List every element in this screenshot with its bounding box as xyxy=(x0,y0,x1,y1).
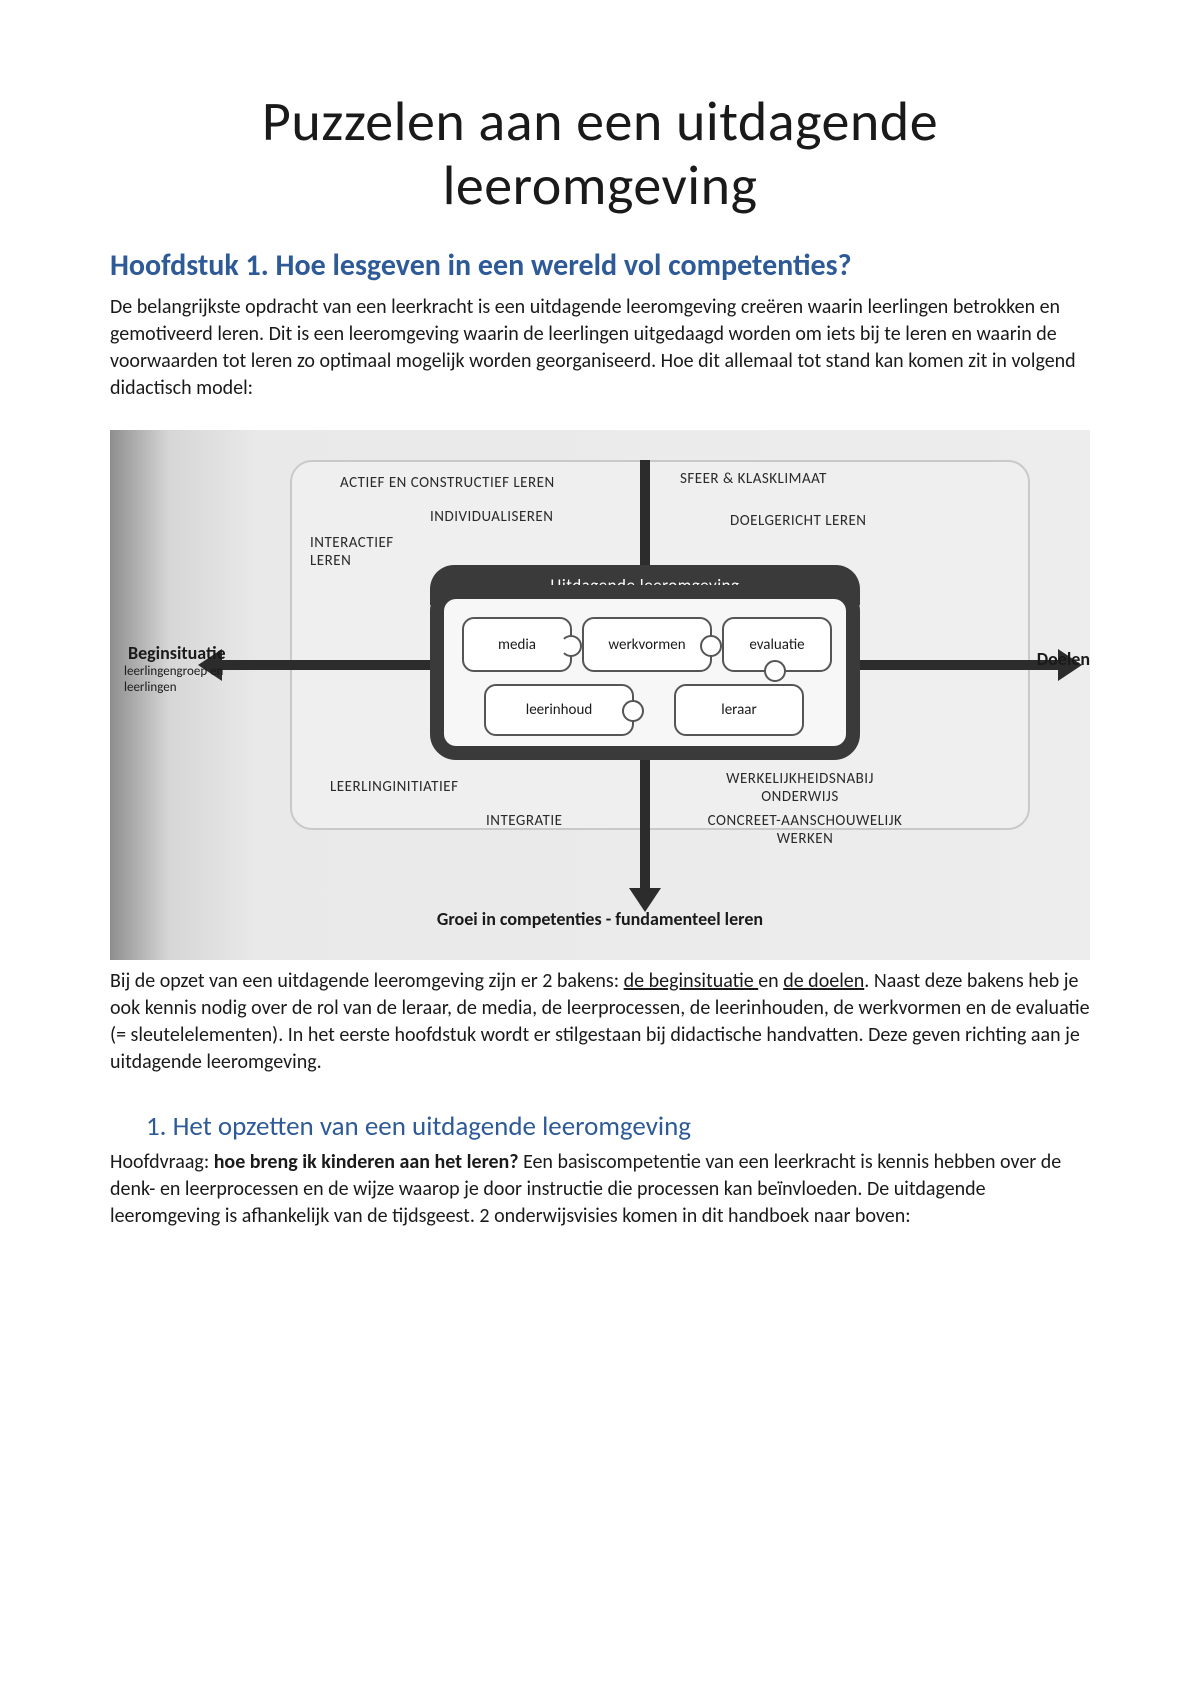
label-concreet-aanschouwelijk: CONCREET-AANSCHOUWELIJK WERKEN xyxy=(690,812,920,848)
left-axis-sub: leerlingengroep en leerlingen xyxy=(124,664,254,695)
post-text-2: en xyxy=(758,969,783,993)
puzzle-leerinhoud-label: leerinhoud xyxy=(526,701,592,719)
page-title: Puzzelen aan een uitdagende leeromgeving xyxy=(110,90,1090,219)
puzzle-media-label: media xyxy=(498,636,536,654)
section-1-heading: 1. Het opzetten van een uitdagende leero… xyxy=(146,1110,1090,1143)
label-individualiseren: INDIVIDUALISEREN xyxy=(430,508,553,526)
puzzle-werkvormen: werkvormen xyxy=(582,617,712,672)
bottom-axis-label: Groei in competenties - fundamenteel ler… xyxy=(110,908,1090,931)
label-sfeer-klasklimaat: SFEER & KLASKLIMAAT xyxy=(680,470,827,488)
puzzle-werkvormen-label: werkvormen xyxy=(608,636,685,654)
label-doelgericht: DOELGERICHT LEREN xyxy=(730,512,866,530)
core-frame: media werkvormen evaluatie leerinhoud le… xyxy=(430,585,860,760)
label-integratie: INTEGRATIE xyxy=(486,812,562,830)
label-leerlinginitiatief: LEERLINGINITIATIEF xyxy=(330,778,458,796)
underline-doelen: de doelen xyxy=(783,969,864,993)
puzzle-evaluatie: evaluatie xyxy=(722,617,832,672)
section-1-paragraph: Hoofdvraag: hoe breng ik kinderen aan he… xyxy=(110,1149,1090,1230)
chapter-heading: Hoofdstuk 1. Hoe lesgeven in een wereld … xyxy=(110,247,1090,285)
label-werkelijkheidsnabij: WERKELIJKHEIDSNABIJ ONDERWIJS xyxy=(700,770,900,806)
label-actief-constructief: ACTIEF EN CONSTRUCTIEF LEREN xyxy=(340,474,555,492)
post-diagram-paragraph: Bij de opzet van een uitdagende leeromge… xyxy=(110,968,1090,1076)
bottom-axis-text: Groei in competenties - fundamenteel ler… xyxy=(437,908,763,930)
label-interactief-leren: INTERACTIEF LEREN xyxy=(310,534,410,570)
left-axis-label: Beginsituatie xyxy=(128,642,226,664)
didactic-model-diagram: Uitdagende leeromgeving media werkvormen… xyxy=(110,430,1090,960)
puzzle-media: media xyxy=(462,617,572,672)
puzzle-evaluatie-label: evaluatie xyxy=(749,636,804,654)
section1-bold: hoe breng ik kinderen aan het leren? xyxy=(214,1150,519,1174)
right-axis-label: Doelen xyxy=(1037,648,1090,670)
puzzle-leraar: leraar xyxy=(674,684,804,736)
underline-beginsituatie: de beginsituatie xyxy=(624,969,759,993)
puzzle-leraar-label: leraar xyxy=(721,701,756,719)
intro-paragraph: De belangrijkste opdracht van een leerkr… xyxy=(110,294,1090,402)
section1-text-1: Hoofdvraag: xyxy=(110,1150,214,1174)
puzzle-leerinhoud: leerinhoud xyxy=(484,684,634,736)
post-text-1: Bij de opzet van een uitdagende leeromge… xyxy=(110,969,624,993)
